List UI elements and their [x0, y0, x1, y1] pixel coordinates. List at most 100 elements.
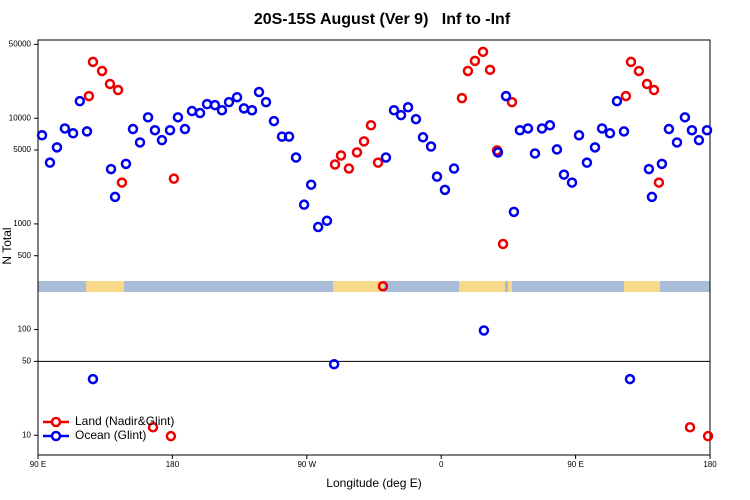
land-strip: [333, 281, 384, 292]
data-point: [168, 173, 180, 184]
data-point: [305, 179, 317, 190]
data-point: [238, 103, 250, 114]
data-point: [290, 152, 302, 163]
land-strip: [508, 281, 512, 292]
data-point: [223, 96, 235, 108]
data-point: [684, 421, 696, 433]
data-point: [216, 104, 228, 116]
data-point: [478, 325, 490, 336]
data-point: [417, 132, 429, 143]
data-point: [395, 109, 407, 121]
data-point: [365, 120, 377, 131]
data-point: [112, 84, 124, 96]
data-point: [343, 163, 355, 174]
data-point: [492, 147, 504, 158]
data-point: [648, 84, 660, 96]
data-point: [656, 158, 668, 170]
data-point: [641, 78, 653, 90]
data-point: [624, 373, 636, 385]
surface-strip: [38, 281, 710, 292]
legend-label: Land (Nadir&Glint): [75, 414, 174, 428]
data-point: [83, 90, 95, 102]
chart-title: 20S-15S August (Ver 9) Inf to -Inf: [254, 11, 511, 28]
y-tick-label: 50: [22, 356, 31, 365]
x-tick-label: 180: [703, 460, 717, 469]
data-point: [268, 115, 280, 127]
data-point: [462, 65, 474, 77]
data-point: [179, 123, 191, 135]
land-strip: [459, 281, 505, 292]
data-point: [209, 99, 221, 111]
data-point: [298, 199, 310, 210]
data-point: [500, 90, 512, 102]
data-point: [116, 177, 128, 188]
data-point: [329, 159, 341, 170]
data-point: [231, 91, 243, 103]
data-point: [380, 152, 392, 163]
data-point: [551, 144, 563, 155]
data-point: [566, 177, 578, 188]
data-point: [514, 124, 526, 136]
data-point: [620, 90, 632, 102]
y-tick-label: 10: [22, 430, 31, 439]
data-point: [643, 163, 655, 175]
legend-label: Ocean (Glint): [75, 428, 146, 442]
data-point: [653, 177, 665, 188]
x-axis-label: Longitude (deg E): [326, 476, 421, 490]
data-point: [497, 238, 509, 250]
data-point: [693, 134, 705, 146]
y-tick-label: 5000: [13, 145, 31, 154]
data-point: [618, 126, 630, 137]
data-point: [702, 430, 714, 442]
y-tick-label: 500: [18, 251, 32, 260]
data-point: [469, 55, 481, 67]
data-point: [186, 105, 198, 117]
data-point: [134, 137, 146, 148]
data-point: [147, 421, 159, 433]
data-point: [260, 96, 272, 108]
data-point: [67, 128, 79, 139]
data-point: [328, 358, 340, 370]
data-point: [573, 130, 585, 141]
data-point: [351, 147, 363, 158]
data-point: [558, 169, 570, 180]
data-point: [253, 86, 265, 98]
data-point: [544, 120, 556, 131]
data-point: [581, 157, 593, 168]
data-point: [484, 64, 496, 76]
data-point: [671, 137, 683, 148]
data-point: [165, 430, 177, 442]
data-point: [172, 112, 184, 123]
data-point: [506, 96, 518, 108]
data-point: [686, 124, 698, 136]
data-point: [283, 131, 295, 142]
x-tick-label: 90 E: [30, 460, 46, 469]
y-tick-label: 50000: [9, 39, 32, 48]
y-tick-label: 1000: [13, 219, 31, 228]
data-point: [312, 221, 324, 233]
data-point: [425, 141, 437, 152]
x-tick-label: 90 E: [567, 460, 583, 469]
land-strip: [86, 281, 124, 292]
data-point: [701, 124, 713, 136]
data-point: [87, 56, 99, 68]
data-point: [194, 107, 206, 119]
data-point: [596, 123, 608, 134]
data-point: [522, 123, 534, 134]
data-point: [611, 95, 623, 107]
data-point: [104, 78, 116, 90]
data-point: [477, 46, 489, 58]
data-point: [663, 123, 675, 135]
land-strip: [624, 281, 660, 292]
data-point: [59, 123, 71, 134]
plot-frame: [37, 39, 711, 456]
data-point: [105, 163, 117, 175]
data-point: [431, 171, 443, 182]
y-axis-label: N Total: [0, 227, 14, 264]
x-tick-label: 0: [439, 460, 444, 469]
data-point: [96, 65, 108, 77]
data-point: [321, 215, 333, 227]
data-point: [51, 142, 63, 153]
data-point: [604, 128, 616, 139]
